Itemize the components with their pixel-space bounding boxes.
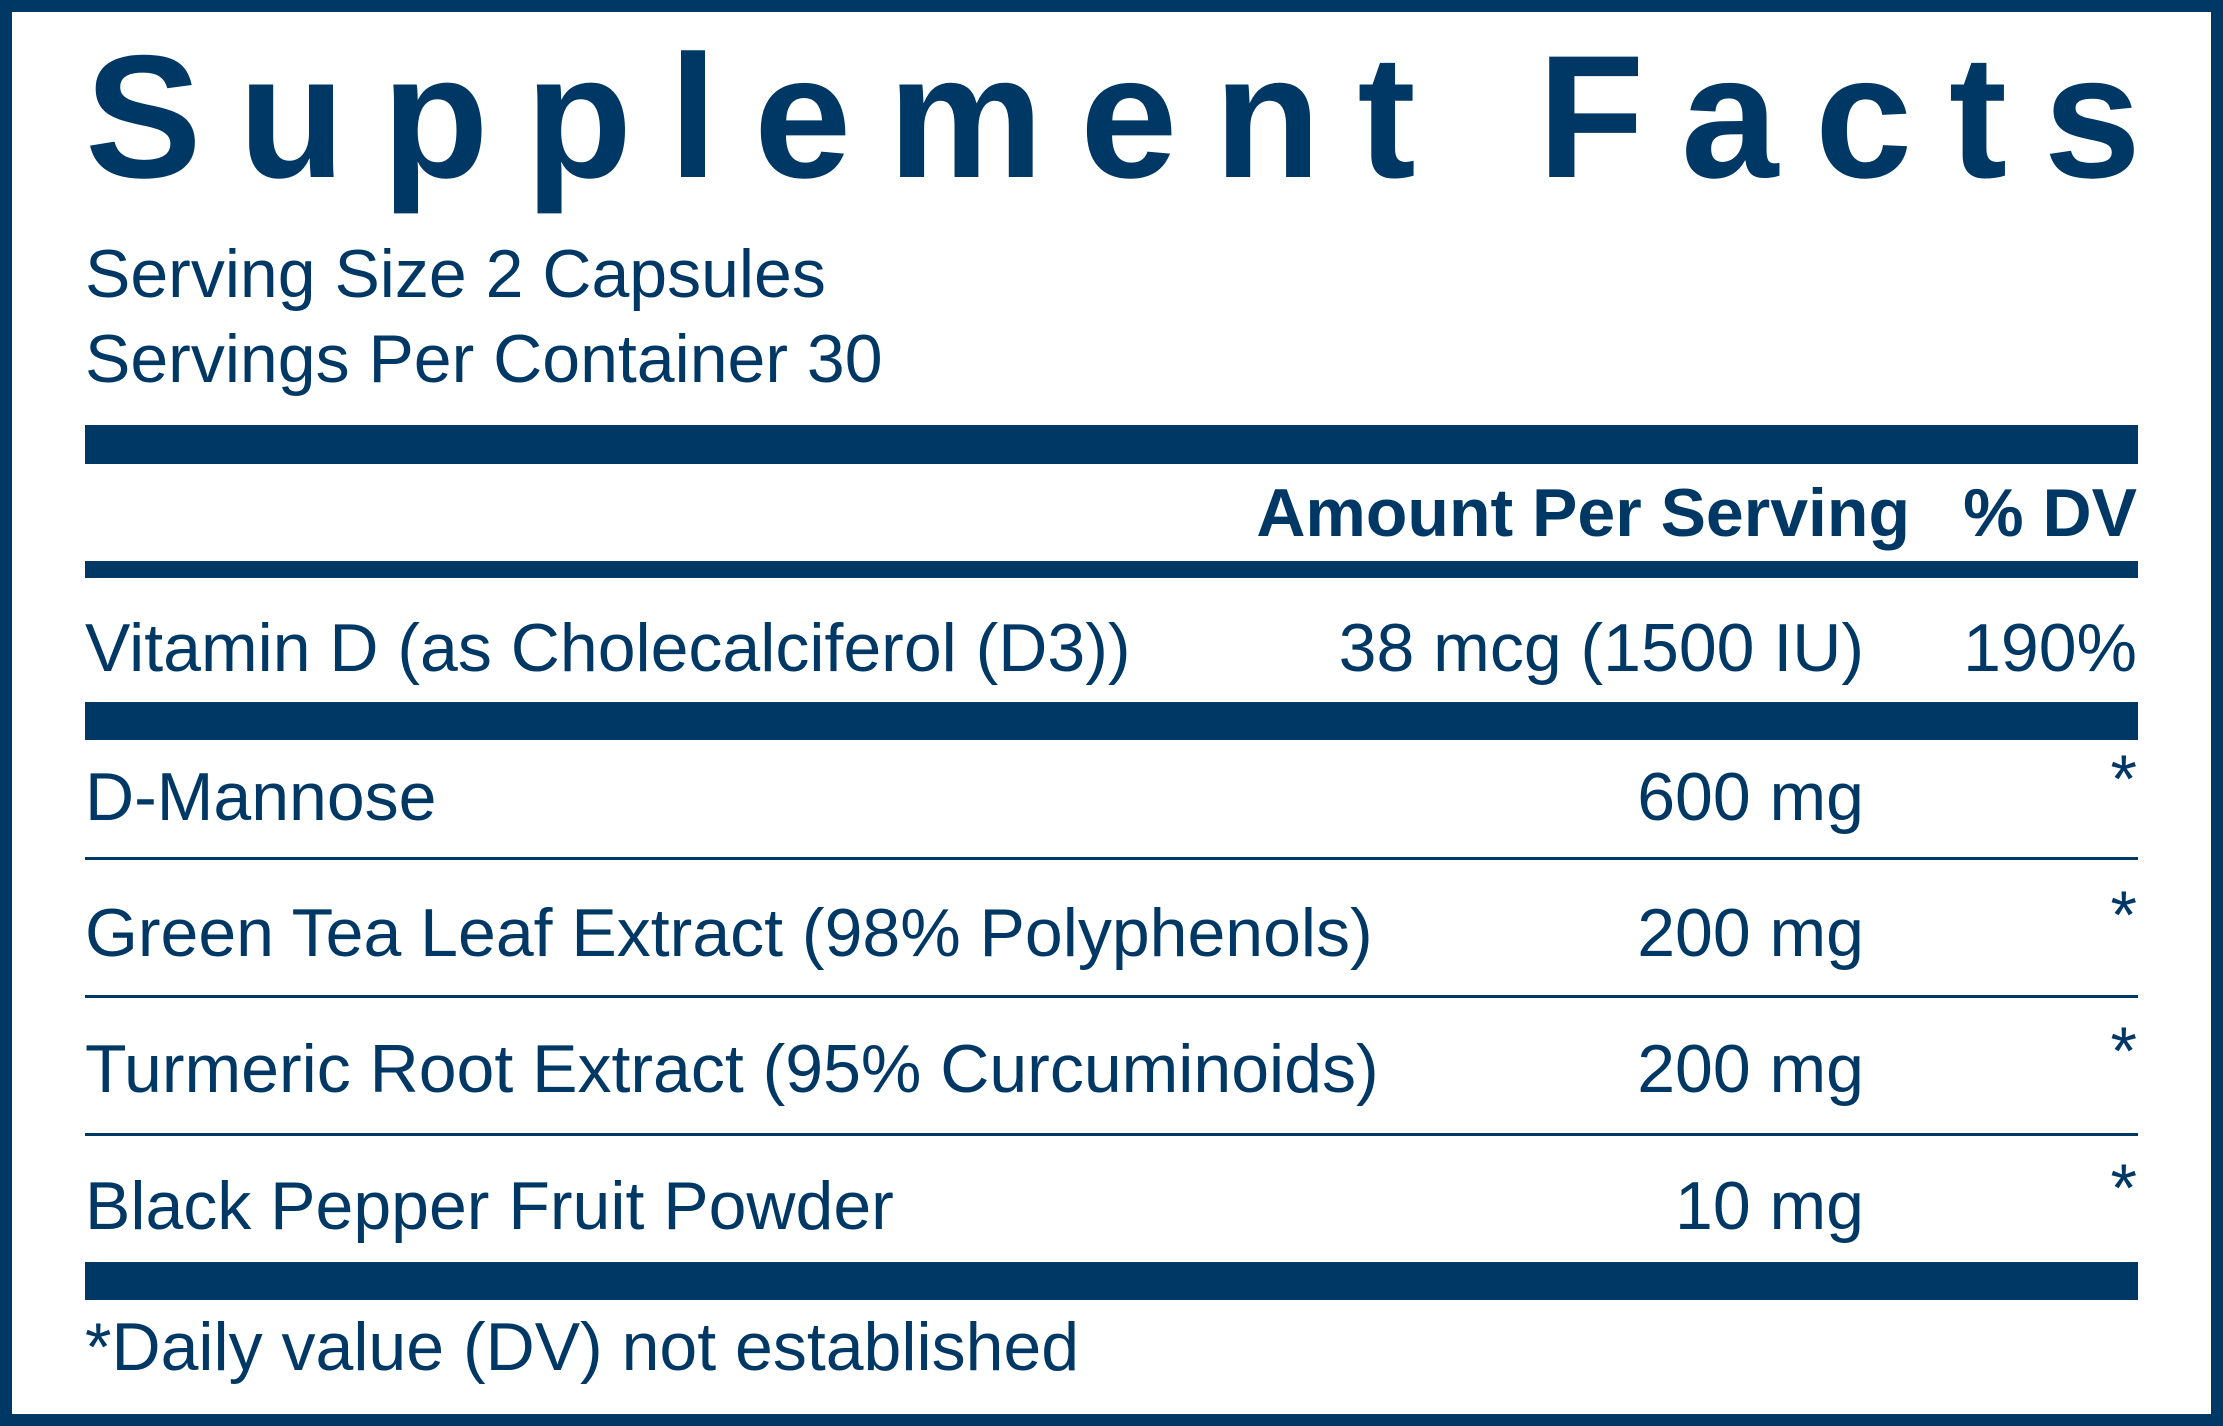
dv-header: % DV <box>1963 475 2137 551</box>
thin-rule <box>85 1133 2138 1136</box>
ingredient-name: Turmeric Root Extract (95% Curcuminoids) <box>85 1031 1379 1107</box>
ingredient-name: Vitamin D (as Cholecalciferol (D3)) <box>85 610 1131 686</box>
thick-rule <box>85 1262 2138 1300</box>
amount-header: Amount Per Serving <box>1256 475 1910 551</box>
ingredient-amount: 200 mg <box>1637 895 1864 971</box>
ingredient-dv: * <box>2111 1013 2137 1089</box>
thick-rule <box>85 702 2138 740</box>
ingredient-name: Green Tea Leaf Extract (98% Polyphenols) <box>85 895 1373 971</box>
ingredient-amount: 600 mg <box>1637 759 1864 835</box>
title: Supplement Facts <box>85 20 2141 215</box>
thin-rule <box>85 857 2138 860</box>
ingredient-amount: 38 mcg (1500 IU) <box>1339 610 1864 686</box>
ingredient-amount: 200 mg <box>1637 1031 1864 1107</box>
serving-size: Serving Size 2 Capsules <box>85 236 826 312</box>
ingredient-name: D-Mannose <box>85 759 437 835</box>
ingredient-dv: 190% <box>1963 610 2137 686</box>
ingredient-amount: 10 mg <box>1675 1168 1864 1244</box>
medium-rule <box>85 561 2138 578</box>
ingredient-name: Black Pepper Fruit Powder <box>85 1168 894 1244</box>
ingredient-dv: * <box>2111 877 2137 953</box>
servings-per-container: Servings Per Container 30 <box>85 321 883 397</box>
ingredient-dv: * <box>2111 1150 2137 1226</box>
thin-rule <box>85 995 2138 998</box>
thick-rule <box>85 425 2138 464</box>
ingredient-dv: * <box>2111 741 2137 817</box>
footnote: *Daily value (DV) not established <box>85 1309 1079 1385</box>
